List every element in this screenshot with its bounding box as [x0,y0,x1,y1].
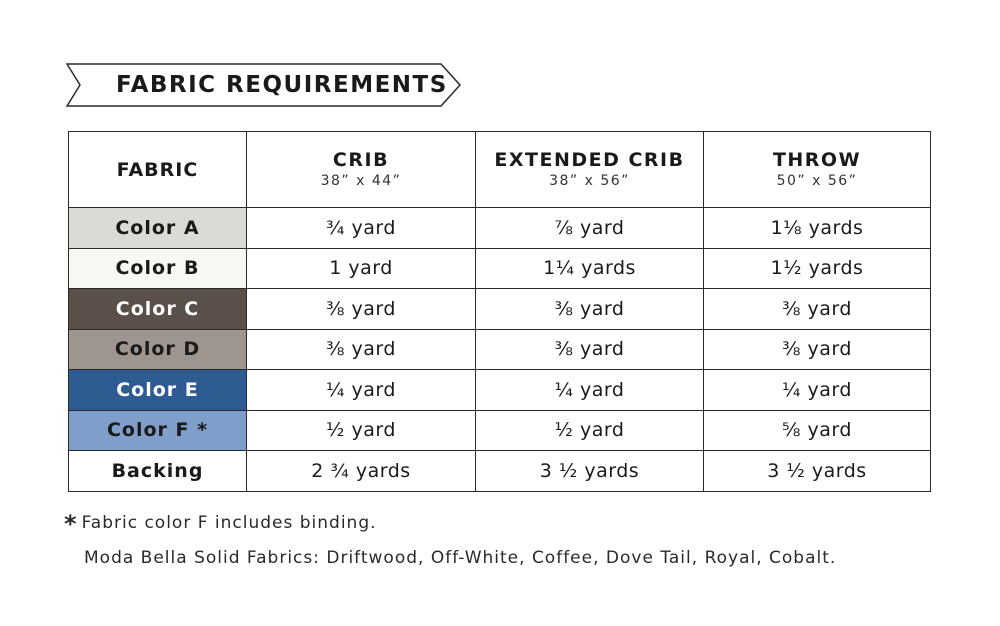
header-throw-label: THROW [772,148,862,171]
amount-cell: 2 ¾ yards [246,450,476,492]
amount-cell: ⅜ yard [246,328,476,370]
table-row-color-c: Color C ⅜ yard ⅜ yard ⅜ yard [68,288,931,330]
fabrics-footnote: Moda Bella Solid Fabrics: Driftwood, Off… [84,548,837,568]
amount-cell: ⅞ yard [475,207,704,249]
table-row-color-a: Color A ¾ yard ⅞ yard 1⅛ yards [68,207,931,249]
page-title: FABRIC REQUIREMENTS [116,72,448,98]
table-row-color-e: Color E ¼ yard ¼ yard ¼ yard [68,369,931,411]
table-header-row: FABRIC CRIB 38” x 44” EXTENDED CRIB 38” … [68,131,931,208]
amount-cell: ⅜ yard [475,288,704,330]
header-throw-cell: THROW 50” x 56” [703,131,931,208]
header-crib-cell: CRIB 38” x 44” [246,131,476,208]
amount-cell: ¾ yard [246,207,476,249]
amount-cell: ⅝ yard [703,409,931,451]
asterisk-icon: * [64,510,78,538]
section-banner: FABRIC REQUIREMENTS [66,63,462,107]
binding-note-text: Fabric color F includes binding. [81,513,377,533]
amount-cell: 3 ½ yards [703,450,931,492]
amount-cell: 3 ½ yards [475,450,704,492]
fabric-swatch-color-a: Color A [68,207,247,249]
amount-cell: 1⅛ yards [703,207,931,249]
header-extended-crib-label: EXTENDED CRIB [494,148,685,171]
amount-cell: 1½ yards [703,247,931,289]
header-crib-size: 38” x 44” [320,172,402,189]
fabric-swatch-color-c: Color C [68,288,247,330]
fabric-swatch-color-f: Color F * [68,409,247,451]
amount-cell: ⅜ yard [703,288,931,330]
header-extended-crib-cell: EXTENDED CRIB 38” x 56” [475,131,704,208]
banner-arrow-shape [66,63,462,107]
amount-cell: ⅜ yard [246,288,476,330]
header-fabric-cell: FABRIC [68,131,247,208]
table-row-backing: Backing 2 ¾ yards 3 ½ yards 3 ½ yards [68,450,931,492]
fabric-swatch-color-b: Color B [68,247,247,289]
header-fabric-label: FABRIC [116,158,199,181]
amount-cell: ¼ yard [703,369,931,411]
amount-cell: 1 yard [246,247,476,289]
amount-cell: ¼ yard [246,369,476,411]
amount-cell: ⅜ yard [703,328,931,370]
amount-cell: ½ yard [475,409,704,451]
amount-cell: 1¼ yards [475,247,704,289]
fabric-requirements-table: FABRIC CRIB 38” x 44” EXTENDED CRIB 38” … [68,131,931,492]
header-extended-crib-size: 38” x 56” [549,172,630,189]
amount-cell: ½ yard [246,409,476,451]
header-throw-size: 50” x 56” [776,172,858,189]
table-row-color-f: Color F * ½ yard ½ yard ⅝ yard [68,409,931,451]
fabric-swatch-color-e: Color E [68,369,247,411]
binding-footnote: * Fabric color F includes binding. [64,510,377,538]
table-row-color-b: Color B 1 yard 1¼ yards 1½ yards [68,247,931,289]
table-row-color-d: Color D ⅜ yard ⅜ yard ⅜ yard [68,328,931,370]
fabric-swatch-color-d: Color D [68,328,247,370]
header-crib-label: CRIB [332,148,390,171]
fabric-swatch-backing: Backing [68,450,247,492]
amount-cell: ¼ yard [475,369,704,411]
amount-cell: ⅜ yard [475,328,704,370]
